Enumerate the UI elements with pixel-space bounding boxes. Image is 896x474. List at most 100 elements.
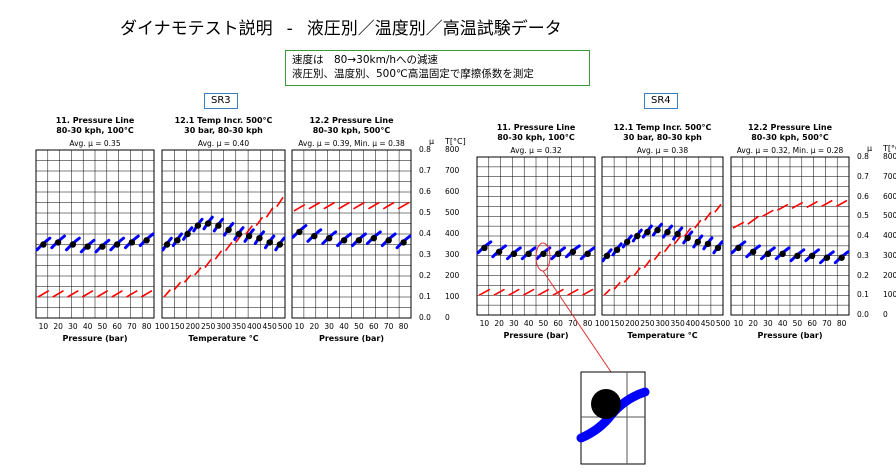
x-tick-label: 80: [582, 319, 593, 328]
right-axis-mu-label: μ: [429, 137, 435, 146]
temperature-series: [293, 201, 410, 212]
right-axis-mu-tick: 0.5: [857, 211, 869, 221]
mu-marker: [749, 248, 757, 255]
x-axis-label: Pressure (bar): [757, 331, 823, 340]
x-axis-label: Pressure (bar): [503, 331, 569, 340]
right-axis-mu-tick: 0.3: [419, 250, 431, 259]
x-tick-label: 40: [339, 322, 349, 331]
mu-marker: [128, 239, 136, 246]
right-axis-mu-tick: 0.4: [419, 229, 431, 238]
right-axis-mu-tick: 0.2: [419, 271, 431, 280]
x-tick-label: 150: [170, 322, 185, 331]
x-axis-label: Pressure (bar): [62, 334, 128, 343]
right-axis-temp-tick: 300: [883, 250, 896, 260]
mu-marker: [256, 235, 263, 242]
right-axis-temp-tick: 800: [445, 145, 460, 154]
x-tick-label: 20: [494, 319, 504, 328]
mu-marker: [184, 230, 191, 238]
mu-marker: [735, 244, 742, 251]
page-title: ダイナモテスト説明 - 液圧別／温度別／高温試験データ: [120, 14, 562, 39]
mu-marker: [340, 237, 348, 244]
right-axis-temp-label: T[°C]: [445, 137, 466, 146]
mu-marker: [194, 222, 202, 229]
x-tick-label: 200: [185, 322, 200, 331]
right-axis-temp-tick: 100: [445, 292, 460, 301]
right-axis-mu-tick: 0.7: [419, 166, 431, 175]
zoom-inset: [576, 371, 650, 465]
right-axis-mu-tick: 0.7: [857, 171, 869, 181]
x-tick-label: 40: [82, 322, 93, 331]
chart-plot: [476, 156, 596, 316]
x-tick-label: 30: [68, 322, 78, 331]
chart-avg-mu: Avg. μ = 0.40: [197, 139, 250, 148]
chart-plot: [161, 149, 286, 319]
mu-marker: [554, 250, 562, 257]
x-tick-label: 20: [53, 322, 63, 331]
mu-marker: [684, 234, 691, 242]
x-tick-label: 40: [777, 319, 788, 328]
right-axis-temp-tick: 200: [445, 271, 460, 280]
zoom-source-ellipse: [535, 242, 551, 272]
mu-marker: [54, 239, 62, 246]
right-axis-temp-tick: 200: [883, 270, 896, 280]
mu-marker: [704, 240, 712, 248]
x-tick-label: 150: [609, 319, 625, 328]
x-tick-label: 200: [625, 319, 640, 328]
x-tick-label: 10: [38, 322, 49, 331]
right-axis-mu-label: μ: [867, 144, 873, 153]
x-tick-label: 60: [553, 319, 563, 328]
mu-marker: [838, 254, 845, 261]
right-axis-mu-tick: 0.3: [857, 250, 869, 260]
group-tag-sr3: SR3: [204, 93, 238, 109]
chart-title-line-1: 12.2 Pressure Line: [747, 123, 833, 132]
mu-marker: [664, 228, 671, 236]
mu-marker: [674, 230, 681, 238]
mu-marker: [355, 237, 363, 244]
chart-title-line-2: 30 bar, 80-30 kph: [184, 126, 263, 135]
right-axis-mu-tick: 0.5: [419, 208, 431, 217]
mu-marker: [624, 238, 631, 246]
right-axis-temp-tick: 300: [445, 250, 460, 259]
chart-title-line-2: 80-30 kph, 500°C: [751, 133, 829, 142]
mu-marker: [385, 237, 392, 244]
x-tick-label: 400: [247, 322, 262, 331]
right-axis-temp-tick: 700: [883, 171, 896, 181]
mu-marker: [40, 241, 47, 248]
mu-marker: [400, 239, 407, 246]
x-tick-label: 350: [670, 319, 685, 328]
plot-frame: [601, 156, 724, 316]
x-axis-label: Temperature °C: [188, 334, 259, 343]
chart-title-line-2: 80-30 kph, 100°C: [56, 126, 134, 135]
x-tick-label: 60: [112, 322, 122, 331]
zoom-connector-line: [542, 270, 612, 373]
right-axis-temp-tick: 0: [883, 310, 888, 319]
mu-marker: [694, 238, 701, 246]
right-axis-mu-tick: 0.6: [857, 191, 869, 201]
right-axis-temp-tick: 500: [883, 211, 896, 221]
right-axis-mu-tick: 0.4: [857, 231, 869, 240]
chart-avg-mu: Avg. μ = 0.35: [69, 139, 121, 148]
right-axis-temp-tick: 0: [445, 313, 450, 322]
x-tick-label: 60: [807, 319, 817, 328]
x-axis-label: Temperature °C: [627, 331, 698, 340]
chart-title-line-2: 80-30 kph, 100°C: [497, 133, 575, 142]
x-tick-label: 40: [523, 319, 534, 328]
mu-marker: [540, 250, 547, 257]
x-tick-label: 100: [594, 319, 610, 328]
mu-marker: [495, 248, 503, 255]
temperature-series: [732, 199, 848, 229]
mu-marker: [654, 226, 661, 234]
plot-frame: [476, 156, 596, 316]
chart-title-line-1: 11. Pressure Line: [496, 123, 576, 132]
right-axis-mu-tick: 0.8: [419, 145, 431, 154]
x-tick-label: 300: [216, 322, 231, 331]
mu-marker: [764, 250, 772, 257]
x-tick-label: 20: [309, 322, 320, 331]
x-tick-label: 70: [383, 322, 394, 331]
mu-marker: [481, 244, 488, 251]
right-axis-mu-tick: 0.6: [419, 187, 431, 196]
right-axis-temp-label: T[°C]: [883, 144, 896, 153]
mu-marker: [266, 239, 273, 246]
x-tick-label: 50: [97, 322, 108, 331]
x-tick-label: 20: [748, 319, 758, 328]
